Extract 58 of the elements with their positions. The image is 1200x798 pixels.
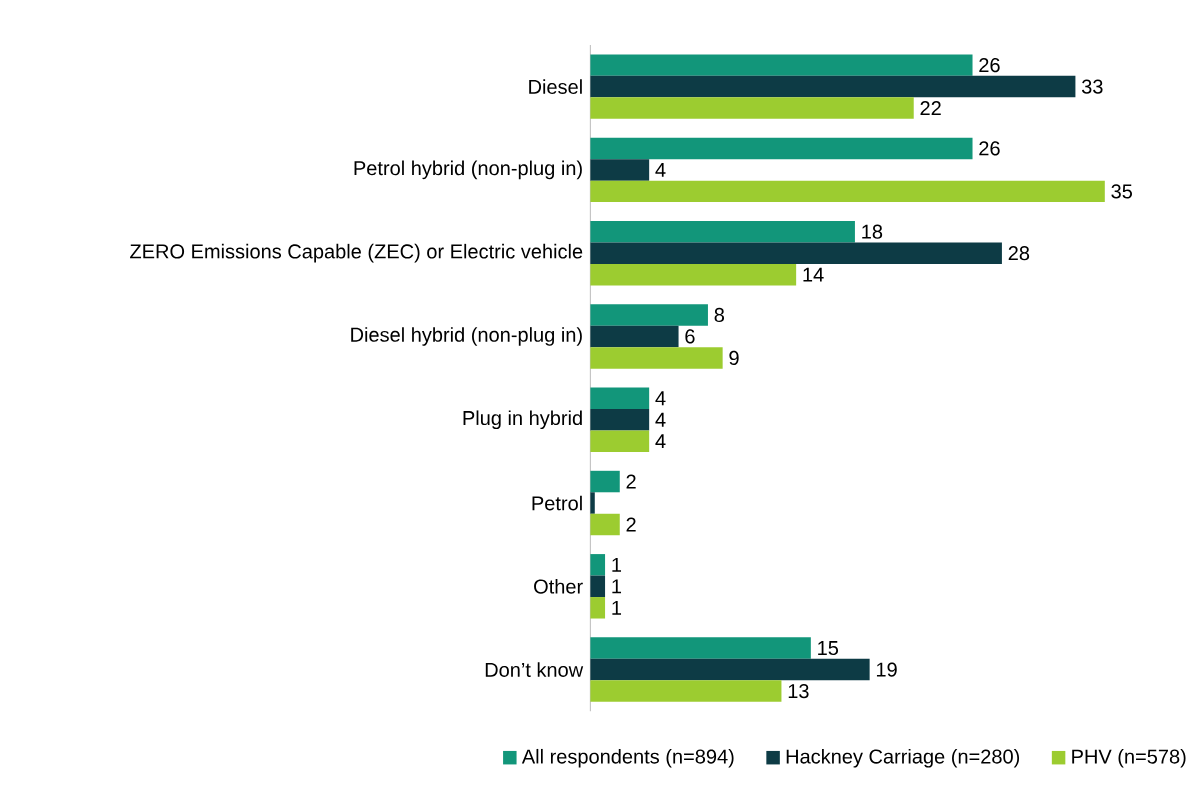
data-label: 13 xyxy=(788,683,809,699)
data-label: 4 xyxy=(655,162,666,177)
y-tick-label: Plug in hybrid xyxy=(463,410,582,430)
data-label: 26 xyxy=(979,57,1000,73)
bar xyxy=(590,220,855,243)
bar xyxy=(590,513,620,536)
bar xyxy=(590,575,606,597)
data-label: 18 xyxy=(862,224,883,239)
data-label: 1 xyxy=(612,600,622,615)
data-label: 35 xyxy=(1111,184,1133,199)
y-tick-label: ZERO Emissions Capable (ZEC) or Electric vehicle xyxy=(130,243,583,263)
y-tick-label: Petrol hybrid (non-plug in) xyxy=(354,160,582,180)
data-label: 4 xyxy=(655,412,666,427)
bar xyxy=(590,54,973,76)
bar xyxy=(590,637,811,659)
data-label: 1 xyxy=(612,579,622,594)
bar xyxy=(590,325,679,348)
bar xyxy=(590,492,595,514)
bar xyxy=(590,159,650,181)
data-label: 19 xyxy=(876,662,897,677)
data-label: 26 xyxy=(979,141,1000,156)
bar xyxy=(590,304,708,326)
legend-label: All respondents (n=894) xyxy=(521,748,734,768)
bar xyxy=(590,180,1105,203)
data-label: 9 xyxy=(729,350,739,365)
data-label: 22 xyxy=(920,101,941,116)
data-label: 33 xyxy=(1081,79,1103,94)
data-label: 2 xyxy=(626,517,636,532)
y-tick-label: Other xyxy=(534,578,583,594)
y-tick-label: Petrol xyxy=(532,495,582,511)
data-label: 4 xyxy=(655,391,666,406)
y-tick-label: Diesel xyxy=(529,79,582,94)
y-tick-label: Don’t know xyxy=(485,662,584,677)
data-label: 15 xyxy=(818,641,839,656)
legend-label: PHV (n=578) xyxy=(1072,748,1186,768)
bar xyxy=(590,137,973,160)
bar xyxy=(590,470,620,493)
data-label: 8 xyxy=(714,307,725,323)
y-tick-label: Diesel hybrid (non-plug in) xyxy=(351,327,582,346)
bar xyxy=(590,387,650,409)
data-label: 6 xyxy=(685,329,695,344)
data-label: 1 xyxy=(612,557,622,572)
bar xyxy=(590,658,870,681)
bar xyxy=(590,347,723,369)
bar xyxy=(590,97,914,119)
bar xyxy=(590,430,650,452)
data-label: 14 xyxy=(803,267,824,282)
data-label: 4 xyxy=(655,434,666,449)
data-label: 28 xyxy=(1008,246,1030,261)
bar xyxy=(590,408,650,431)
bar xyxy=(590,680,782,702)
bar xyxy=(590,242,1002,264)
bar xyxy=(590,263,797,286)
legend-label: Hackney Carriage (n=280) xyxy=(786,748,1020,768)
bar xyxy=(590,554,606,576)
bar xyxy=(590,596,606,619)
data-label: 2 xyxy=(626,474,636,489)
bar xyxy=(590,75,1076,98)
